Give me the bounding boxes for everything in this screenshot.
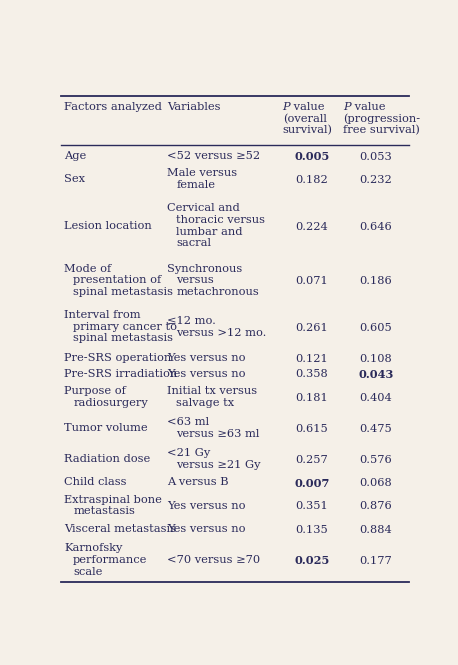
- Text: versus: versus: [176, 275, 214, 285]
- Text: free survival): free survival): [343, 125, 420, 136]
- Text: Male versus: Male versus: [167, 168, 237, 178]
- Text: Pre-SRS operation: Pre-SRS operation: [64, 353, 172, 363]
- Text: 0.475: 0.475: [360, 424, 392, 434]
- Text: salvage tx: salvage tx: [176, 398, 234, 408]
- Text: <21 Gy: <21 Gy: [167, 448, 211, 458]
- Text: Yes versus no: Yes versus no: [167, 501, 246, 511]
- Text: 0.182: 0.182: [295, 175, 328, 185]
- Text: Karnofsky: Karnofsky: [64, 543, 123, 553]
- Text: 0.576: 0.576: [360, 455, 392, 465]
- Text: <63 ml: <63 ml: [167, 417, 209, 427]
- Text: Purpose of: Purpose of: [64, 386, 126, 396]
- Text: P: P: [283, 102, 290, 112]
- Text: 0.043: 0.043: [358, 369, 393, 380]
- Text: <52 versus ≥52: <52 versus ≥52: [167, 151, 261, 161]
- Text: ≤12 mo.: ≤12 mo.: [167, 316, 216, 326]
- Text: 0.605: 0.605: [360, 323, 392, 332]
- Text: Factors analyzed: Factors analyzed: [64, 102, 162, 112]
- Text: 0.351: 0.351: [295, 501, 328, 511]
- Text: Extraspinal bone: Extraspinal bone: [64, 495, 162, 505]
- Text: 0.177: 0.177: [360, 556, 392, 566]
- Text: thoracic versus: thoracic versus: [176, 215, 265, 225]
- Text: Mode of: Mode of: [64, 264, 112, 274]
- Text: 0.224: 0.224: [295, 221, 328, 231]
- Text: A versus B: A versus B: [167, 477, 229, 487]
- Text: Visceral metastasis: Visceral metastasis: [64, 524, 176, 534]
- Text: Pre-SRS irradiation: Pre-SRS irradiation: [64, 368, 178, 378]
- Text: spinal metastasis: spinal metastasis: [73, 333, 173, 344]
- Text: Radiation dose: Radiation dose: [64, 454, 151, 464]
- Text: 0.884: 0.884: [360, 525, 392, 535]
- Text: 0.646: 0.646: [360, 221, 392, 231]
- Text: 0.005: 0.005: [294, 151, 330, 162]
- Text: versus ≥21 Gy: versus ≥21 Gy: [176, 460, 261, 469]
- Text: performance: performance: [73, 555, 147, 565]
- Text: (progression-: (progression-: [343, 114, 420, 124]
- Text: spinal metastasis: spinal metastasis: [73, 287, 173, 297]
- Text: lumbar and: lumbar and: [176, 227, 243, 237]
- Text: 0.232: 0.232: [360, 175, 392, 185]
- Text: P: P: [343, 102, 351, 112]
- Text: Age: Age: [64, 151, 87, 161]
- Text: value: value: [351, 102, 385, 112]
- Text: radiosurgery: radiosurgery: [73, 398, 148, 408]
- Text: 0.358: 0.358: [295, 369, 328, 379]
- Text: value: value: [290, 102, 325, 112]
- Text: 0.071: 0.071: [295, 276, 328, 286]
- Text: versus >12 mo.: versus >12 mo.: [176, 328, 267, 338]
- Text: 0.876: 0.876: [360, 501, 392, 511]
- Text: scale: scale: [73, 567, 103, 577]
- Text: versus ≥63 ml: versus ≥63 ml: [176, 429, 260, 439]
- Text: Yes versus no: Yes versus no: [167, 368, 246, 378]
- Text: Child class: Child class: [64, 477, 127, 487]
- Text: Sex: Sex: [64, 174, 85, 184]
- Text: 0.257: 0.257: [295, 455, 328, 465]
- Text: Initial tx versus: Initial tx versus: [167, 386, 257, 396]
- Text: 0.615: 0.615: [295, 424, 328, 434]
- Text: Yes versus no: Yes versus no: [167, 353, 246, 363]
- Text: (overall: (overall: [283, 114, 327, 124]
- Text: female: female: [176, 180, 215, 190]
- Text: 0.261: 0.261: [295, 323, 328, 332]
- Text: 0.068: 0.068: [360, 478, 392, 488]
- Text: Interval from: Interval from: [64, 311, 141, 321]
- Text: primary cancer to: primary cancer to: [73, 322, 177, 332]
- Text: 0.186: 0.186: [360, 276, 392, 286]
- Text: <70 versus ≥70: <70 versus ≥70: [167, 555, 261, 565]
- Text: presentation of: presentation of: [73, 275, 162, 285]
- Text: Cervical and: Cervical and: [167, 203, 240, 213]
- Text: 0.007: 0.007: [294, 477, 330, 489]
- Text: metachronous: metachronous: [176, 287, 259, 297]
- Text: sacral: sacral: [176, 238, 211, 248]
- Text: survival): survival): [283, 125, 333, 136]
- Text: 0.121: 0.121: [295, 354, 328, 364]
- Text: Yes versus no: Yes versus no: [167, 524, 246, 534]
- Text: 0.404: 0.404: [360, 392, 392, 402]
- Text: 0.135: 0.135: [295, 525, 328, 535]
- Text: 0.053: 0.053: [360, 152, 392, 162]
- Text: 0.108: 0.108: [360, 354, 392, 364]
- Text: 0.025: 0.025: [294, 555, 330, 567]
- Text: Variables: Variables: [167, 102, 221, 112]
- Text: 0.181: 0.181: [295, 392, 328, 402]
- Text: Synchronous: Synchronous: [167, 264, 243, 274]
- Text: Lesion location: Lesion location: [64, 221, 152, 231]
- Text: Tumor volume: Tumor volume: [64, 423, 148, 433]
- Text: metastasis: metastasis: [73, 507, 135, 517]
